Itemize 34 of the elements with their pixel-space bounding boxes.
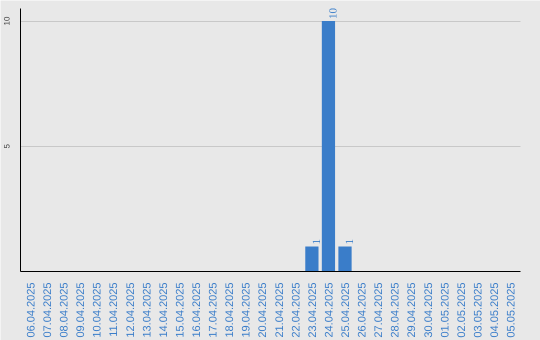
x-tick-label: 28.04.2025: [390, 282, 402, 338]
x-tick-label: 14.04.2025: [158, 282, 170, 338]
x-tick-label: 13.04.2025: [141, 282, 154, 338]
x-tick-label: 09.04.2025: [75, 282, 88, 338]
x-tick-label: 10.04.2025: [92, 282, 104, 338]
x-tick-label: 19.04.2025: [240, 282, 253, 338]
x-tick-label: 08.04.2025: [58, 282, 71, 338]
x-tick-label: 15.04.2025: [174, 282, 186, 338]
x-tick-label: 05.05.2025: [506, 282, 518, 338]
data-label: 1: [310, 238, 323, 244]
x-tick-label: 03.05.2025: [472, 282, 484, 338]
y-tick-label: 5: [2, 143, 12, 148]
x-tick-label: 21.04.2025: [274, 282, 286, 338]
data-label: 1: [344, 238, 356, 244]
x-tick-label: 12.04.2025: [124, 282, 137, 338]
x-tick-label: 11.04.2025: [108, 282, 120, 337]
x-tick-label: 17.04.2025: [208, 282, 220, 338]
x-tick-label: 02.05.2025: [456, 282, 468, 338]
x-tick-label: 29.04.2025: [406, 282, 418, 338]
x-tick-label: 27.04.2025: [373, 282, 386, 338]
x-tick-label: 23.04.2025: [306, 282, 319, 338]
x-tick-label: 30.04.2025: [422, 282, 435, 338]
x-tick-label: 04.05.2025: [489, 282, 502, 338]
x-tick-label: 18.04.2025: [224, 282, 236, 338]
x-tick-label: 24.04.2025: [323, 282, 336, 338]
x-tick-label: 16.04.2025: [190, 282, 203, 338]
x-tick-label: 07.04.2025: [42, 282, 54, 338]
x-tick-label: 01.05.2025: [439, 282, 452, 338]
x-tick-label: 26.04.2025: [356, 282, 369, 338]
x-tick-label: 06.04.2025: [25, 282, 38, 338]
x-tick-label: 25.04.2025: [340, 282, 352, 338]
data-label: 10: [327, 8, 340, 20]
x-tick-label: 22.04.2025: [290, 282, 302, 338]
x-tick-label: 20.04.2025: [257, 282, 270, 338]
